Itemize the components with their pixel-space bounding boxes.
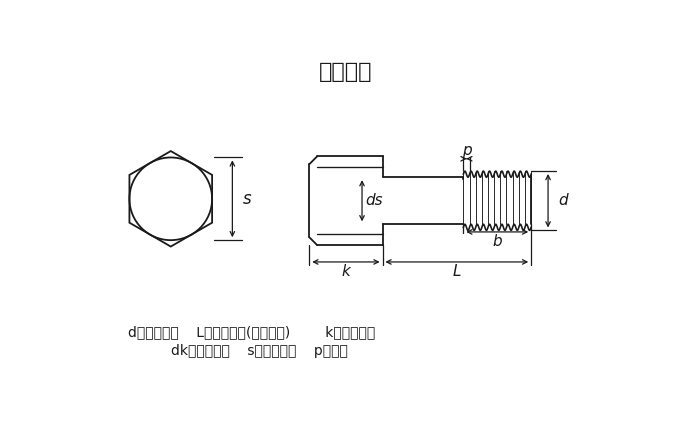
Text: k: k [342, 265, 350, 279]
Text: b: b [493, 234, 502, 249]
Text: s: s [243, 190, 252, 208]
Text: d：螺纹直径    L：螺纹长度(不含头部)        k：头部厚度: d：螺纹直径 L：螺纹长度(不含头部) k：头部厚度 [128, 325, 376, 339]
Text: d: d [558, 193, 568, 208]
Text: 产品测量: 产品测量 [319, 62, 373, 82]
Text: L: L [452, 265, 461, 279]
Text: p: p [462, 143, 471, 158]
Text: ds: ds [365, 193, 383, 208]
Text: dk：头部直径    s：六角对边    p：螺距: dk：头部直径 s：六角对边 p：螺距 [171, 344, 348, 357]
